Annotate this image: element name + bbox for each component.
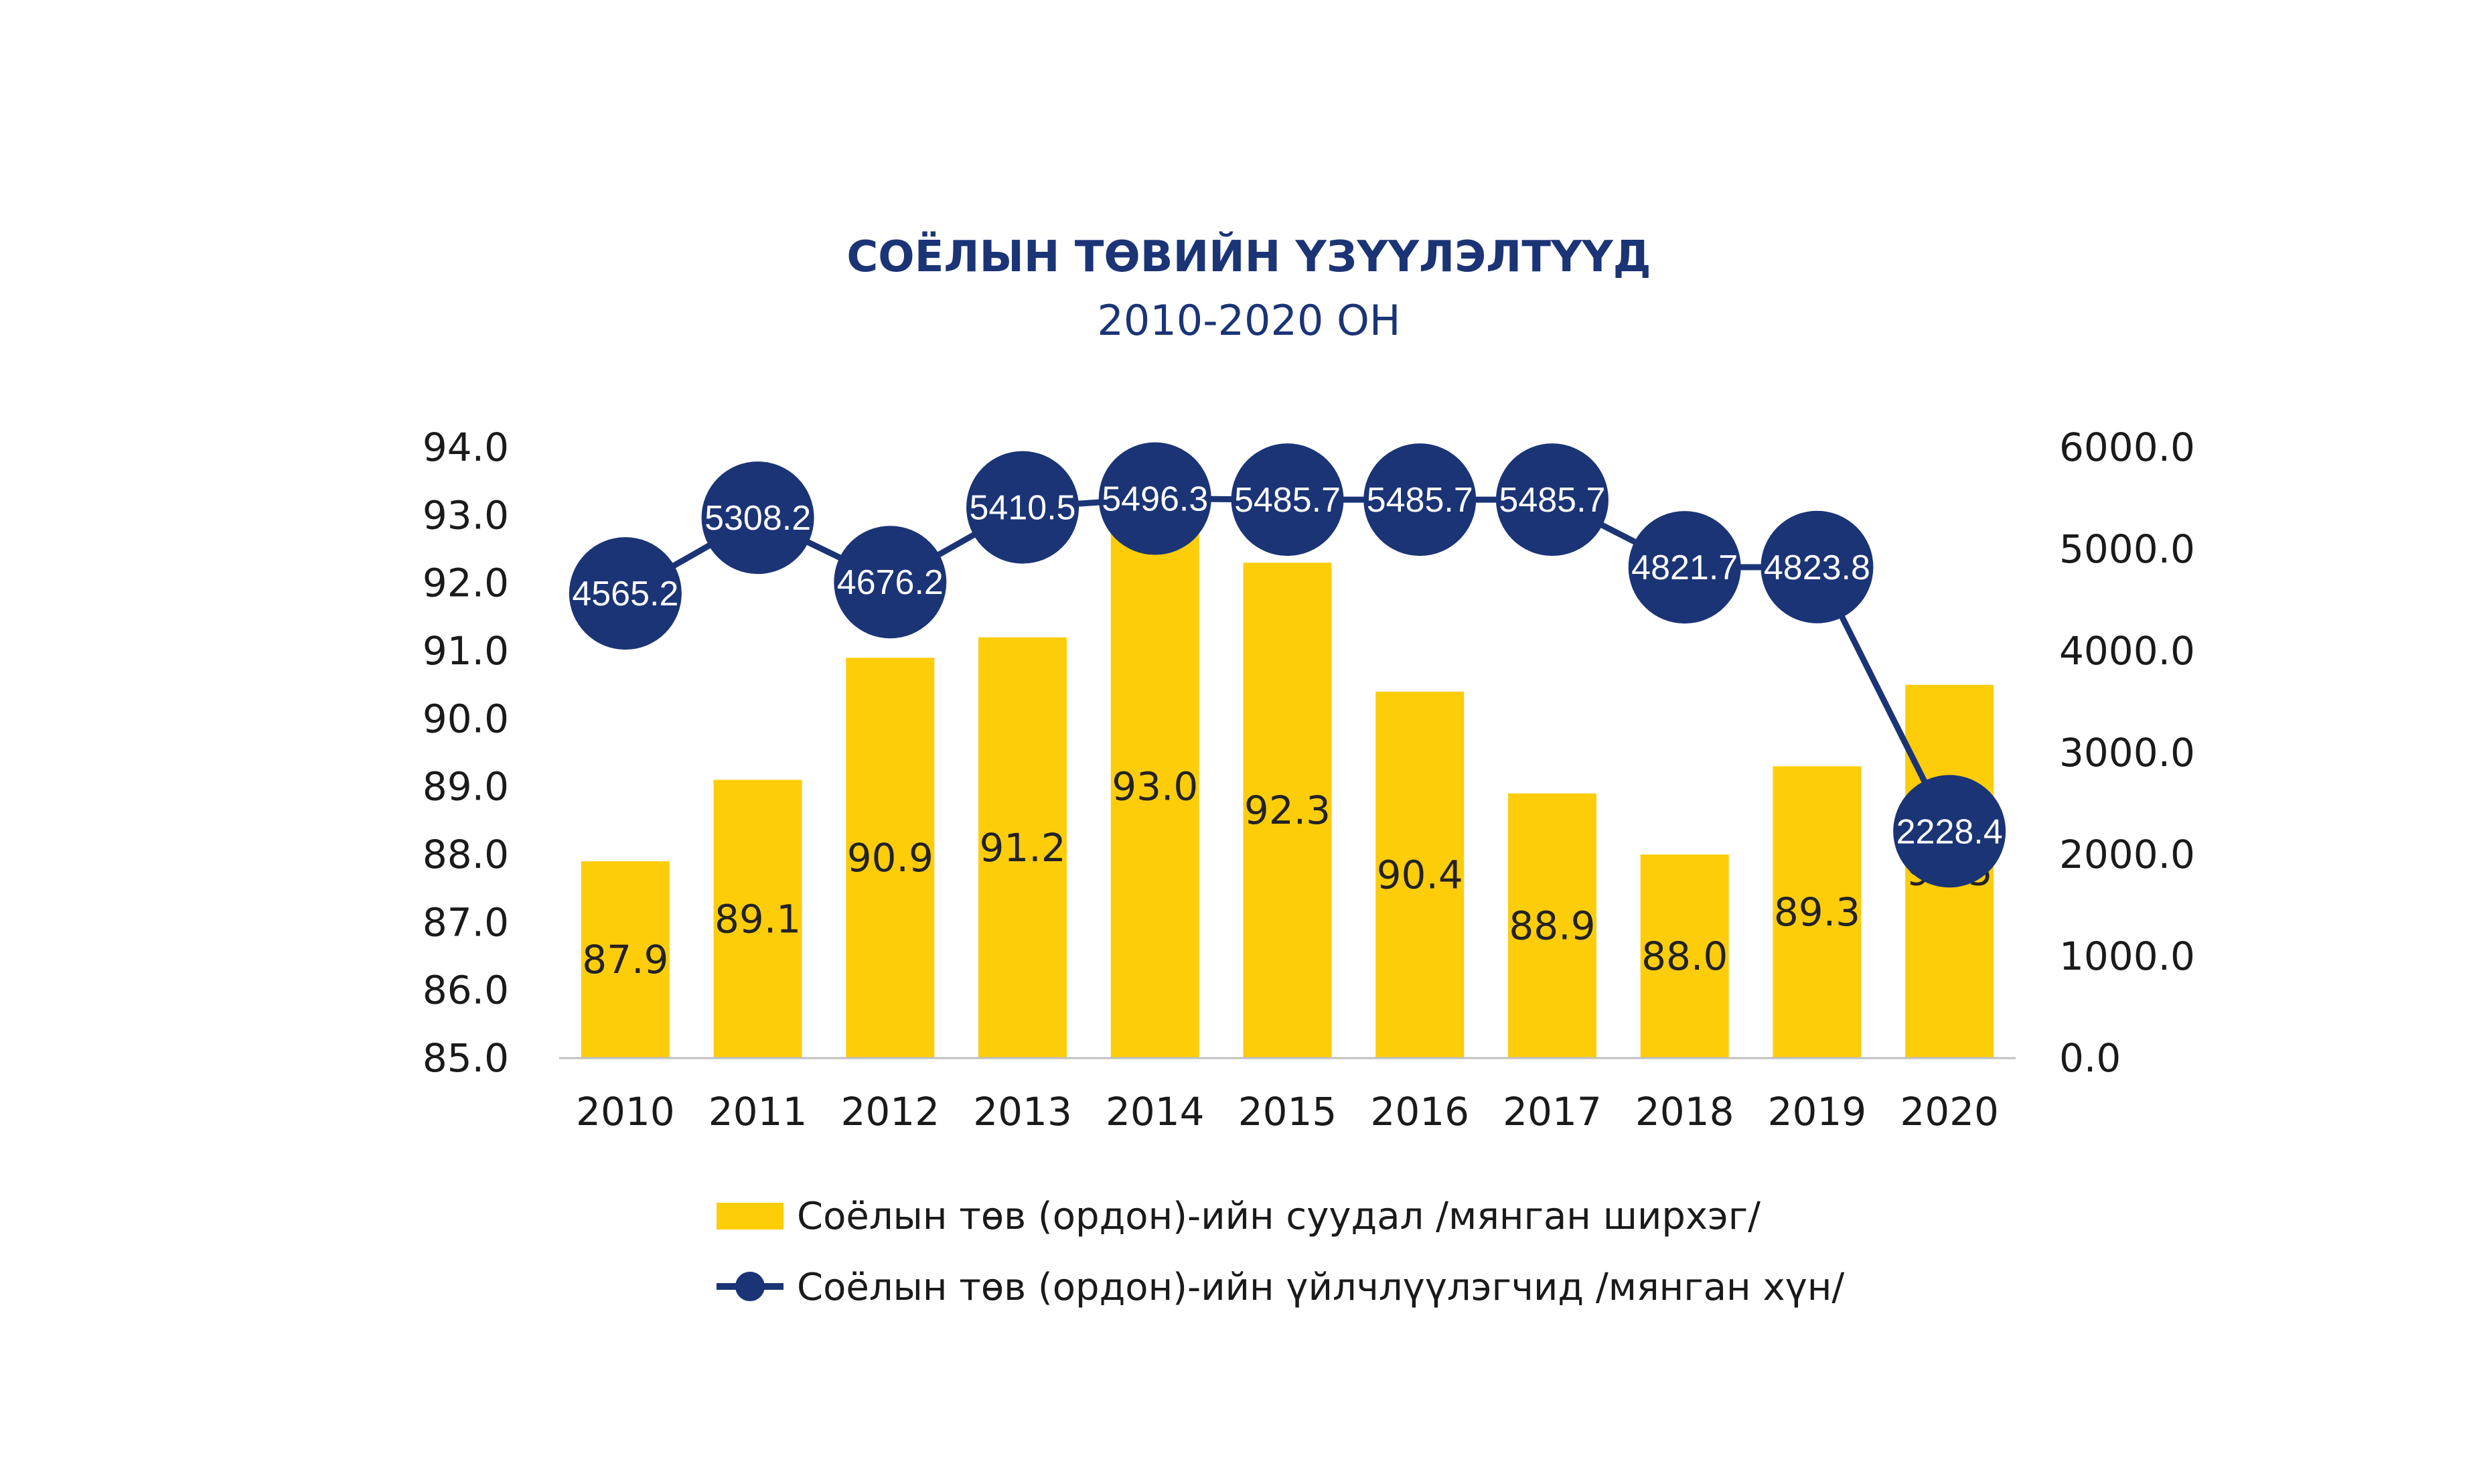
right-axis-tick-label: 5000.0 xyxy=(2059,526,2195,572)
legend-bar-label: Соёлын төв (ордон)-ийн суудал /мянган ши… xyxy=(797,1195,1761,1238)
legend-line-label: Соёлын төв (ордон)-ийн үйлчлүүлэгчид /мя… xyxy=(797,1266,1844,1309)
bar-data-label: 87.9 xyxy=(582,937,668,982)
legend-line-marker xyxy=(735,1272,765,1301)
line-point xyxy=(1363,443,1477,556)
bar xyxy=(1773,766,1862,1058)
chart-subtitle: 2010-2020 ОН xyxy=(1097,296,1400,345)
x-axis-ticks: 2010 2011 2012 2013 2014 2015 2016 2017 2018 2019… xyxy=(576,1089,1999,1134)
left-axis-tick-label: 86.0 xyxy=(423,968,509,1013)
line-data-label: 4821.7 xyxy=(1631,548,1738,587)
right-axis-tick-label: 3000.0 xyxy=(2059,730,2195,775)
right-axis-tick-label: 1000.0 xyxy=(2059,934,2195,979)
line-data-label: 5410.5 xyxy=(970,489,1076,528)
line-point xyxy=(966,451,1079,564)
bar xyxy=(1110,515,1199,1058)
legend-bar-swatch xyxy=(717,1203,783,1230)
bar xyxy=(978,637,1067,1058)
x-axis-tick-label: 2020 xyxy=(1900,1089,1999,1134)
left-axis-ticks: 85.0 86.0 87.0 88.0 89.0 90.0 91.0 92.0 93.0 94.0 xyxy=(423,425,509,1081)
bar xyxy=(713,780,802,1058)
line-data-label: 5485.7 xyxy=(1367,481,1473,520)
line-point xyxy=(834,526,947,639)
line-data-label: 5485.7 xyxy=(1499,481,1605,520)
x-axis-tick-label: 2018 xyxy=(1635,1089,1734,1134)
bar xyxy=(1507,793,1596,1058)
right-axis-ticks: 0.0 1000.0 2000.0 3000.0 4000.0 5000.0 6000.0 xyxy=(2059,425,2195,1081)
line-data-label: 4823.8 xyxy=(1764,548,1870,587)
right-axis-tick-label: 6000.0 xyxy=(2059,425,2195,470)
x-axis-tick-label: 2013 xyxy=(973,1089,1072,1134)
x-axis-tick-label: 2014 xyxy=(1106,1089,1205,1134)
bar-data-label: 93.0 xyxy=(1112,764,1198,810)
right-axis-tick-label: 0.0 xyxy=(2059,1035,2121,1081)
line-point xyxy=(1231,443,1344,556)
x-axis-tick-label: 2015 xyxy=(1238,1089,1337,1134)
line-point xyxy=(569,537,682,650)
left-axis-tick-label: 89.0 xyxy=(423,764,509,810)
line-point xyxy=(1628,511,1741,624)
line-data-label: 5308.2 xyxy=(704,499,811,538)
bar-data-label: 92.3 xyxy=(1244,788,1331,833)
line-data-label: 4676.2 xyxy=(837,563,944,602)
left-axis-tick-label: 87.0 xyxy=(423,899,509,945)
left-axis-tick-label: 91.0 xyxy=(423,628,509,674)
line-data-label: 2228.4 xyxy=(1896,812,2003,851)
line-data-label: 5485.7 xyxy=(1234,481,1341,520)
bar-data-labels: 87.9 89.1 90.9 91.2 93.0 92.3 90.4 88.9 88.0 89.3… xyxy=(582,764,1992,982)
bar-data-label: 91.2 xyxy=(979,825,1065,871)
bar xyxy=(846,658,935,1058)
bar-data-label: 88.0 xyxy=(1641,934,1728,979)
line-point xyxy=(1761,510,1874,623)
chart-title: СОЁЛЫН ТӨВИЙН ҮЗҮҮЛЭЛТҮҮД xyxy=(846,231,1651,282)
x-axis-tick-label: 2017 xyxy=(1503,1089,1602,1134)
bar xyxy=(581,861,670,1058)
bar-data-label: 88.9 xyxy=(1509,903,1595,948)
left-axis-tick-label: 93.0 xyxy=(423,492,509,538)
bar-data-label: 90.4 xyxy=(1377,852,1463,897)
right-axis-tick-label: 2000.0 xyxy=(2059,832,2195,877)
line-point xyxy=(701,461,814,575)
bar-data-label: 89.3 xyxy=(1774,889,1860,935)
bar-data-label: 89.1 xyxy=(715,896,801,942)
x-axis-tick-label: 2019 xyxy=(1768,1089,1867,1134)
bar-data-label: 90.9 xyxy=(847,835,933,881)
legend: Соёлын төв (ордон)-ийн суудал /мянган ши… xyxy=(717,1195,1844,1309)
x-axis-tick-label: 2010 xyxy=(576,1089,675,1134)
bar xyxy=(1640,855,1729,1058)
left-axis-tick-label: 90.0 xyxy=(423,696,509,741)
x-axis-tick-label: 2012 xyxy=(841,1089,940,1134)
bar xyxy=(1375,691,1465,1058)
left-axis-tick-label: 92.0 xyxy=(423,561,509,606)
x-axis-tick-label: 2016 xyxy=(1370,1089,1469,1134)
line-data-label: 4565.2 xyxy=(572,575,678,613)
left-axis-tick-label: 88.0 xyxy=(423,832,509,877)
line-point xyxy=(1098,442,1211,555)
line-point xyxy=(1893,775,2006,888)
left-axis-tick-label: 85.0 xyxy=(423,1035,509,1081)
line-series: 4565.2 5308.2 4676.2 5410.5 5496.3 5485.7 5485… xyxy=(569,442,2006,888)
x-axis-tick-label: 2011 xyxy=(708,1089,808,1134)
bar xyxy=(1243,563,1332,1058)
line-data-label: 5496.3 xyxy=(1102,480,1208,519)
right-axis-tick-label: 4000.0 xyxy=(2059,628,2195,674)
line-point xyxy=(1495,443,1609,556)
left-axis-tick-label: 94.0 xyxy=(423,425,509,470)
